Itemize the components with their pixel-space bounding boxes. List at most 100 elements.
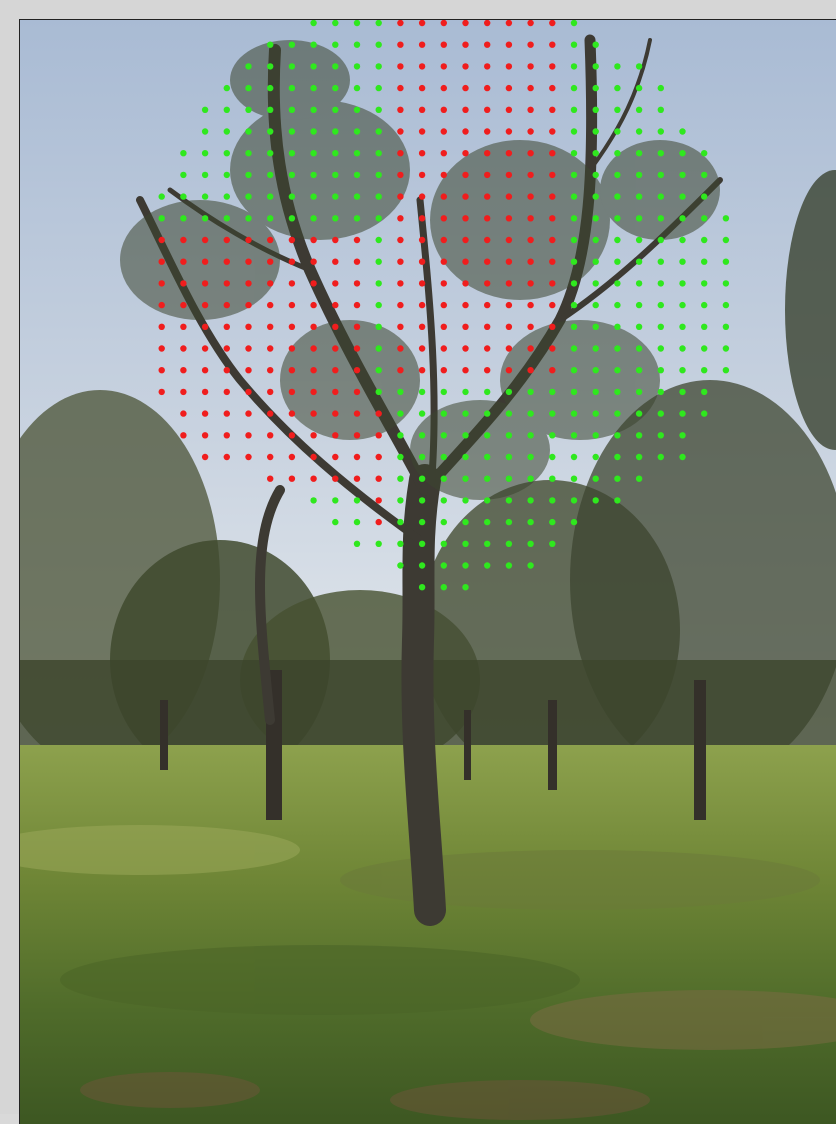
negative-point — [180, 388, 187, 396]
positive-point — [701, 258, 708, 265]
positive-point — [418, 388, 426, 396]
negative-point — [310, 453, 317, 461]
negative-point — [505, 301, 513, 309]
negative-point — [462, 20, 469, 27]
positive-point — [701, 410, 708, 417]
positive-point — [375, 63, 382, 70]
positive-point — [570, 475, 578, 482]
positive-point — [353, 150, 361, 157]
positive-point — [462, 388, 469, 396]
negative-point — [418, 280, 426, 287]
negative-point — [462, 41, 469, 48]
negative-point — [505, 367, 513, 374]
positive-point — [484, 410, 491, 417]
negative-point — [245, 258, 252, 265]
positive-point — [462, 562, 469, 569]
negative-point — [267, 432, 274, 439]
negative-point — [397, 20, 404, 27]
negative-point — [332, 410, 339, 417]
negative-point — [267, 301, 274, 309]
positive-point — [679, 301, 686, 309]
positive-point — [505, 497, 513, 504]
positive-point — [635, 280, 643, 287]
negative-point — [484, 20, 491, 27]
negative-point — [332, 367, 339, 374]
positive-point — [505, 388, 513, 396]
positive-point — [288, 150, 296, 157]
negative-point — [484, 345, 491, 352]
negative-point — [288, 410, 296, 417]
positive-point — [353, 518, 361, 526]
positive-point — [592, 280, 599, 287]
positive-point — [462, 410, 469, 417]
negative-point — [505, 236, 513, 244]
negative-point — [505, 106, 513, 114]
positive-point — [527, 432, 534, 439]
negative-point — [288, 432, 296, 439]
negative-point — [353, 258, 361, 265]
positive-point — [375, 345, 382, 352]
negative-point — [375, 518, 382, 526]
negative-point — [462, 150, 469, 157]
positive-point — [397, 432, 404, 439]
negative-point — [527, 150, 534, 157]
negative-point — [549, 193, 556, 200]
negative-point — [484, 193, 491, 200]
positive-point — [635, 128, 643, 135]
negative-point — [484, 215, 491, 222]
positive-point — [614, 388, 621, 396]
negative-point — [484, 171, 491, 179]
negative-point — [527, 106, 534, 114]
negative-point — [397, 215, 404, 222]
negative-point — [549, 258, 556, 265]
negative-point — [440, 84, 447, 92]
positive-point — [440, 518, 447, 526]
positive-point — [657, 345, 664, 352]
negative-point — [288, 345, 296, 352]
negative-point — [158, 258, 165, 265]
positive-point — [310, 215, 317, 222]
positive-point — [549, 540, 556, 547]
negative-point — [505, 193, 513, 200]
negative-point — [397, 236, 404, 244]
positive-point — [701, 280, 708, 287]
negative-point — [440, 63, 447, 70]
negative-point — [223, 410, 230, 417]
positive-point — [549, 388, 556, 396]
negative-point — [484, 323, 491, 330]
negative-point — [484, 150, 491, 157]
positive-point — [570, 215, 578, 222]
negative-point — [462, 63, 469, 70]
positive-point — [332, 106, 339, 114]
negative-point — [310, 323, 317, 330]
negative-point — [418, 63, 426, 70]
positive-point — [635, 150, 643, 157]
positive-point — [267, 63, 274, 70]
positive-point — [701, 388, 708, 396]
positive-point — [635, 453, 643, 461]
positive-point — [267, 215, 274, 222]
positive-point — [484, 432, 491, 439]
positive-point — [549, 410, 556, 417]
positive-point — [332, 20, 339, 27]
positive-point — [614, 301, 621, 309]
positive-point — [635, 323, 643, 330]
positive-point — [332, 518, 339, 526]
negative-point — [397, 41, 404, 48]
negative-point — [201, 345, 209, 352]
negative-point — [353, 323, 361, 330]
negative-point — [353, 236, 361, 244]
negative-point — [440, 215, 447, 222]
positive-point — [657, 215, 664, 222]
negative-point — [180, 345, 187, 352]
positive-point — [375, 323, 382, 330]
positive-point — [527, 475, 534, 482]
negative-point — [353, 410, 361, 417]
positive-point — [332, 128, 339, 135]
positive-point — [332, 150, 339, 157]
positive-point — [440, 562, 447, 569]
negative-point — [267, 388, 274, 396]
positive-point — [418, 432, 426, 439]
negative-point — [397, 171, 404, 179]
positive-point — [505, 518, 513, 526]
